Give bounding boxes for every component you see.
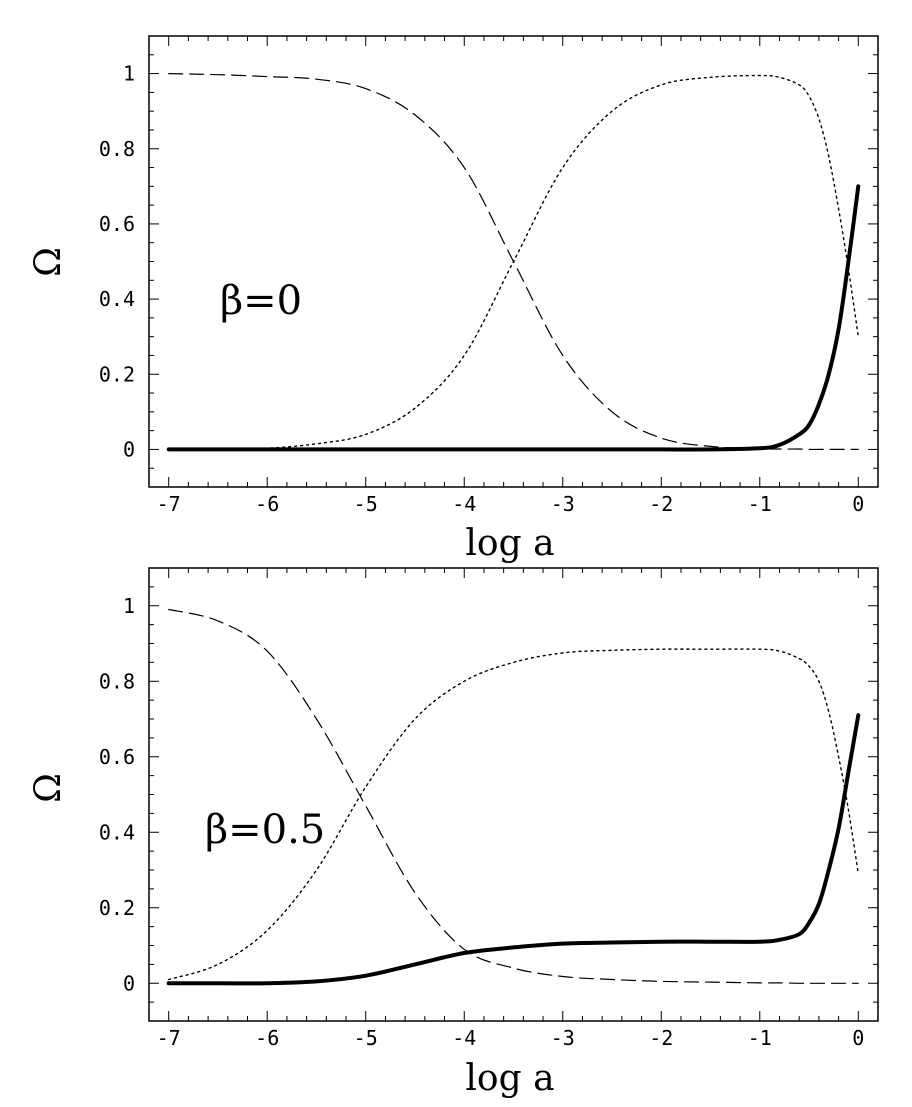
beta-annotation-top: β=0 bbox=[220, 278, 302, 324]
x-tick-label: -1 bbox=[748, 492, 772, 516]
x-tick-label: -5 bbox=[354, 1026, 378, 1050]
y-tick-label: 0.2 bbox=[99, 362, 135, 386]
y-tick-label: 1 bbox=[123, 62, 135, 86]
series-dotted-line bbox=[168, 74, 859, 451]
y-tick-label: 1 bbox=[123, 594, 135, 618]
y-tick-label: 0.6 bbox=[99, 212, 135, 236]
y-tick-label: 0.4 bbox=[99, 287, 135, 311]
x-tick-label: -2 bbox=[649, 1026, 673, 1050]
series-solid-thick-line bbox=[166, 184, 861, 452]
y-tick-label: 0.2 bbox=[99, 896, 135, 920]
y-tick-label: 0 bbox=[123, 971, 135, 995]
y-tick-label: 0.8 bbox=[99, 137, 135, 161]
x-axis-title-top: log a bbox=[465, 523, 554, 564]
x-tick-label: -5 bbox=[354, 492, 378, 516]
y-tick-label: 0.8 bbox=[99, 669, 135, 693]
series-dashed-line bbox=[168, 608, 859, 984]
plot-frame bbox=[148, 567, 879, 1022]
x-tick-label: -4 bbox=[452, 492, 476, 516]
series-solid-thick-line bbox=[166, 713, 861, 986]
y-tick-label: 0.6 bbox=[99, 745, 135, 769]
x-tick-label: -7 bbox=[157, 1026, 181, 1050]
beta-annotation-bottom: β=0.5 bbox=[205, 807, 325, 853]
top-panel: Ω log a β=0 -7 -6 -5 -4 -3 -2 -1 0 0 0.2 0.4 0.6 0.8… bbox=[28, 35, 879, 564]
series-dotted-line bbox=[168, 648, 859, 981]
x-tick-label: -4 bbox=[452, 1026, 476, 1050]
x-tick-label: 0 bbox=[852, 492, 864, 516]
x-tick-label: -6 bbox=[255, 1026, 279, 1050]
x-tick-label: -2 bbox=[649, 492, 673, 516]
x-tick-label: -1 bbox=[748, 1026, 772, 1050]
y-axis-title-bottom: Ω bbox=[28, 773, 69, 803]
y-tick-label: 0 bbox=[123, 437, 135, 461]
y-tick-label: 0.4 bbox=[99, 820, 135, 844]
x-tick-label: 0 bbox=[852, 1026, 864, 1050]
x-tick-label: -6 bbox=[255, 492, 279, 516]
x-tick-label: -3 bbox=[551, 492, 575, 516]
bottom-panel: Ω log a β=0.5 -7 -6 -5 -4 -3 -2 -1 0 0 0.2 0.4 0.6 0… bbox=[28, 567, 879, 1099]
y-axis-title-top: Ω bbox=[28, 247, 69, 277]
x-tick-label: -3 bbox=[551, 1026, 575, 1050]
x-tick-label: -7 bbox=[157, 492, 181, 516]
series-dashed-line bbox=[168, 73, 859, 451]
x-axis-title-bottom: log a bbox=[465, 1058, 554, 1099]
